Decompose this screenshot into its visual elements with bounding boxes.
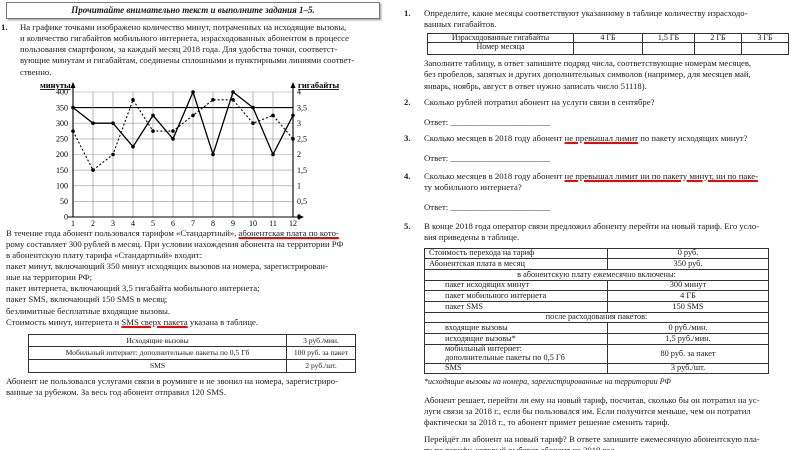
svg-text:гигабайты: гигабайты (298, 80, 339, 90)
svg-text:0: 0 (64, 213, 68, 222)
svg-text:100: 100 (56, 181, 68, 190)
svg-text:0: 0 (297, 213, 301, 222)
svg-text:2: 2 (91, 219, 95, 228)
svg-text:2: 2 (297, 150, 301, 159)
svg-text:4: 4 (131, 219, 135, 228)
svg-text:10: 10 (249, 219, 257, 228)
svg-text:3: 3 (111, 219, 115, 228)
svg-text:8: 8 (211, 219, 215, 228)
svg-text:12: 12 (289, 219, 297, 228)
svg-text:11: 11 (269, 219, 277, 228)
svg-text:250: 250 (56, 135, 68, 144)
svg-text:3,5: 3,5 (297, 103, 307, 112)
svg-text:5: 5 (151, 219, 155, 228)
svg-text:6: 6 (171, 219, 175, 228)
svg-text:0,5: 0,5 (297, 197, 307, 206)
svg-text:2,5: 2,5 (297, 135, 307, 144)
svg-text:9: 9 (231, 219, 235, 228)
svg-text:350: 350 (56, 103, 68, 112)
svg-text:4: 4 (297, 88, 301, 97)
svg-text:400: 400 (56, 88, 68, 97)
svg-text:1: 1 (297, 181, 301, 190)
svg-text:150: 150 (56, 166, 68, 175)
svg-text:300: 300 (56, 119, 68, 128)
svg-text:50: 50 (60, 197, 68, 206)
svg-text:1: 1 (71, 219, 75, 228)
svg-text:7: 7 (191, 219, 195, 228)
svg-text:1,5: 1,5 (297, 166, 307, 175)
svg-text:3: 3 (297, 119, 301, 128)
svg-text:200: 200 (56, 150, 68, 159)
